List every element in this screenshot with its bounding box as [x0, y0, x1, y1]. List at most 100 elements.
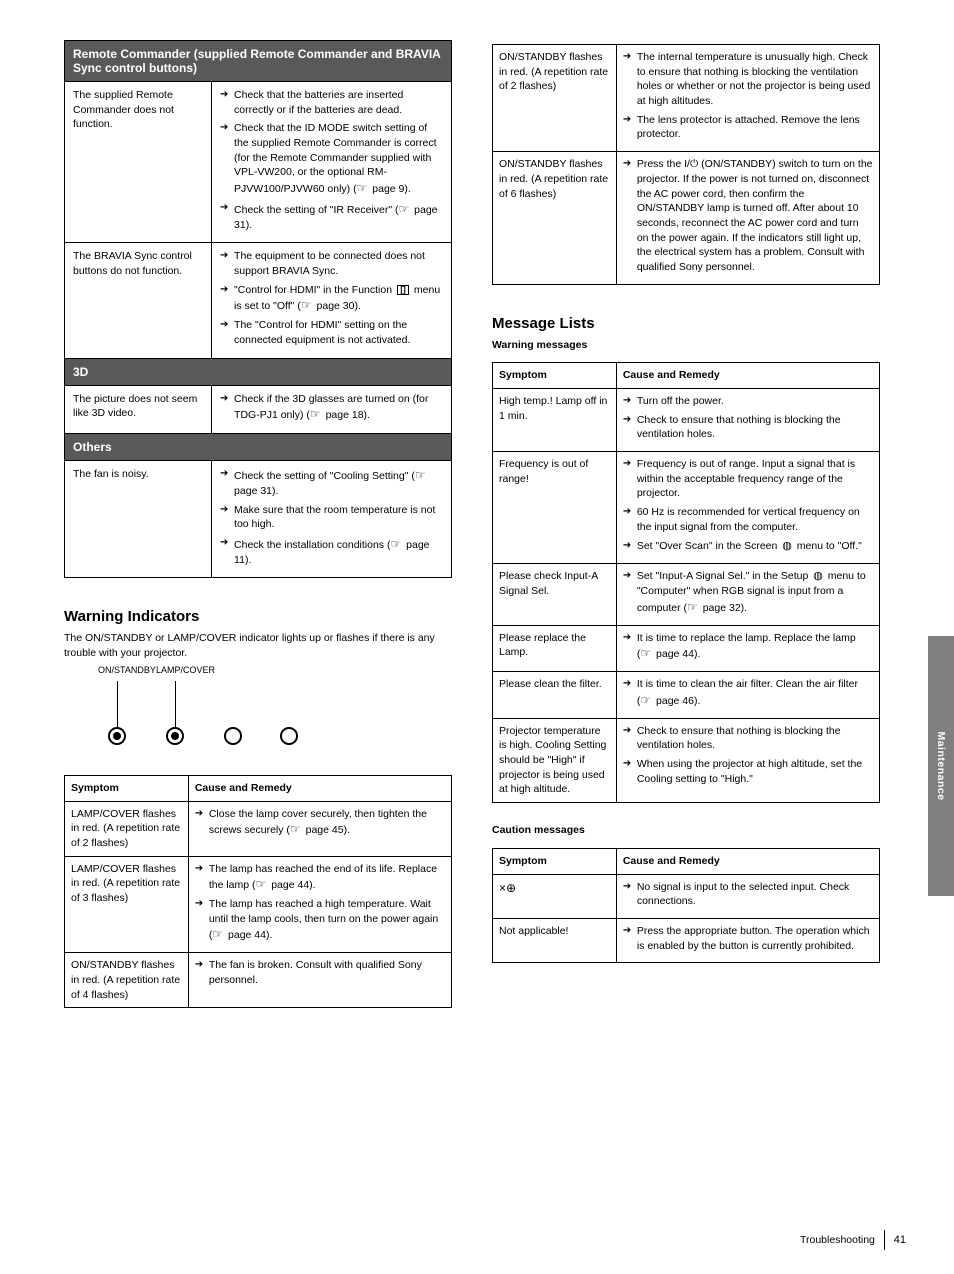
- cause-item: Press the I/⏻ (ON/STANDBY) switch to tur…: [623, 157, 873, 275]
- section-header: Remote Commander (supplied Remote Comman…: [64, 40, 452, 81]
- symptom-cell: The supplied Remote Commander does not f…: [65, 82, 212, 243]
- section-header: 3D: [64, 359, 452, 385]
- indicator-col2: Cause and Remedy: [188, 775, 451, 801]
- symptom-cell: High temp.! Lamp off in 1 min.: [493, 389, 617, 452]
- cause-item: Set "Over Scan" in the Screen menu to "O…: [623, 539, 873, 554]
- caution-col2: Cause and Remedy: [616, 848, 879, 874]
- indicator-lamp: [108, 727, 126, 745]
- indicator-col1: Symptom: [65, 775, 189, 801]
- cause-item: The lamp has reached the end of its life…: [195, 862, 445, 893]
- cause-cell: Frequency is out of range. Input a signa…: [616, 452, 879, 564]
- indicator-lamp: [166, 727, 184, 745]
- cause-item: The lens protector is attached. Remove t…: [623, 113, 873, 142]
- symptom-cell: The BRAVIA Sync control buttons do not f…: [65, 243, 212, 358]
- left-column: Remote Commander (supplied Remote Comman…: [64, 40, 452, 1008]
- caution-col1: Symptom: [493, 848, 617, 874]
- cause-cell: The equipment to be connected does not s…: [212, 243, 452, 358]
- footer-label: Troubleshooting: [800, 1234, 875, 1246]
- cause-cell: The lamp has reached the end of its life…: [188, 856, 451, 953]
- cause-cell: The fan is broken. Consult with qualifie…: [188, 953, 451, 1008]
- indicator-table: Symptom Cause and Remedy LAMP/COVER flas…: [64, 775, 452, 1008]
- cause-cell: Check that the batteries are inserted co…: [212, 82, 452, 243]
- cause-item: Check the setting of "IR Receiver" ( pag…: [220, 201, 443, 232]
- cause-item: It is time to clean the air filter. Clea…: [623, 677, 873, 708]
- callout-line: [117, 681, 118, 727]
- cause-item: Check to ensure that nothing is blocking…: [623, 413, 873, 442]
- cause-item: No signal is input to the selected input…: [623, 880, 873, 909]
- cause-item: Close the lamp cover securely, then tigh…: [195, 807, 445, 838]
- symptom-cell: The fan is noisy.: [65, 461, 212, 578]
- symptom-cell: [493, 874, 617, 918]
- cause-item: The equipment to be connected does not s…: [220, 249, 443, 278]
- cause-item: Check the installation conditions ( page…: [220, 536, 443, 567]
- cause-item: The "Control for HDMI" setting on the co…: [220, 318, 443, 347]
- cause-cell: Press the appropriate button. The operat…: [616, 918, 879, 962]
- cause-item: Frequency is out of range. Input a signa…: [623, 457, 873, 501]
- cause-cell: Check to ensure that nothing is blocking…: [616, 718, 879, 802]
- symptom-cell: Please replace the Lamp.: [493, 625, 617, 671]
- symptom-cell: ON/STANDBY flashes in red. (A repetition…: [493, 45, 617, 152]
- trouble-table-2: The picture does not seem like 3D video.…: [64, 385, 452, 434]
- message-lists-title: Message Lists: [492, 315, 880, 332]
- cause-cell: The internal temperature is unusually hi…: [616, 45, 879, 152]
- lamp-label: ON/STANDBY: [98, 665, 138, 675]
- symptom-cell: ON/STANDBY flashes in red. (A repetition…: [65, 953, 189, 1008]
- symptom-cell: Projector temperature is high. Cooling S…: [493, 718, 617, 802]
- page-root: Maintenance Remote Commander (supplied R…: [0, 0, 954, 1274]
- trouble-table-3: The fan is noisy. Check the setting of "C…: [64, 460, 452, 578]
- cause-item: It is time to replace the lamp. Replace …: [623, 631, 873, 662]
- warning-messages-sub: Warning messages: [492, 338, 880, 353]
- symptom-cell: Not applicable!: [493, 918, 617, 962]
- cause-item: Check the setting of "Cooling Setting" (…: [220, 467, 443, 498]
- footer-sep: [884, 1230, 885, 1250]
- caution-messages-table: Symptom Cause and Remedy No signal is in…: [492, 848, 880, 963]
- cause-item: The lamp has reached a high temperature.…: [195, 897, 445, 943]
- indicators-sub: The ON/STANDBY or LAMP/COVER indicator l…: [64, 631, 452, 660]
- page-footer: Troubleshooting 41: [800, 1230, 906, 1250]
- cause-cell: No signal is input to the selected input…: [616, 874, 879, 918]
- section-header: Others: [64, 434, 452, 460]
- cause-item: Check that the batteries are inserted co…: [220, 88, 443, 117]
- side-tab-label: Maintenance: [935, 731, 947, 800]
- columns: Remote Commander (supplied Remote Comman…: [0, 0, 954, 1008]
- cause-item: Turn off the power.: [623, 394, 873, 409]
- indicators-title: Warning Indicators: [64, 608, 452, 625]
- symptom-cell: ON/STANDBY flashes in red. (A repetition…: [493, 152, 617, 285]
- cause-item: Check if the 3D glasses are turned on (f…: [220, 392, 443, 423]
- lamp-label: LAMP/COVER: [156, 665, 196, 675]
- cause-cell: Check if the 3D glasses are turned on (f…: [212, 385, 452, 433]
- cause-cell: It is time to replace the lamp. Replace …: [616, 625, 879, 671]
- footer-page-number: 41: [894, 1234, 906, 1246]
- symptom-cell: Please check Input-A Signal Sel.: [493, 563, 617, 625]
- msg-col1: Symptom: [493, 363, 617, 389]
- cause-item: The internal temperature is unusually hi…: [623, 50, 873, 109]
- cause-cell: Close the lamp cover securely, then tigh…: [188, 801, 451, 856]
- cause-cell: Turn off the power. Check to ensure that …: [616, 389, 879, 452]
- msg-col2: Cause and Remedy: [616, 363, 879, 389]
- side-tab: Maintenance: [928, 636, 954, 896]
- cause-item: "Control for HDMI" in the Function menu …: [220, 283, 443, 314]
- cause-item: Check that the ID MODE switch setting of…: [220, 121, 443, 197]
- right-column: ON/STANDBY flashes in red. (A repetition…: [492, 40, 880, 1008]
- trouble-table-1: The supplied Remote Commander does not f…: [64, 81, 452, 359]
- warning-messages-table: Symptom Cause and Remedy High temp.! Lam…: [492, 362, 880, 803]
- cause-cell: It is time to clean the air filter. Clea…: [616, 672, 879, 718]
- indicator-table-cont: ON/STANDBY flashes in red. (A repetition…: [492, 44, 880, 285]
- symptom-cell: The picture does not seem like 3D video.: [65, 385, 212, 433]
- indicator-lamp: [280, 727, 298, 745]
- cause-item: When using the projector at high altitud…: [623, 757, 873, 786]
- cause-cell: Set "Input-A Signal Sel." in the Setup m…: [616, 563, 879, 625]
- symptom-cell: LAMP/COVER flashes in red. (A repetition…: [65, 801, 189, 856]
- cause-item: The fan is broken. Consult with qualifie…: [195, 958, 445, 987]
- cause-item: Check to ensure that nothing is blocking…: [623, 724, 873, 753]
- indicator-lamp: [224, 727, 242, 745]
- cause-cell: Press the I/⏻ (ON/STANDBY) switch to tur…: [616, 152, 879, 285]
- caution-messages-sub: Caution messages: [492, 823, 880, 838]
- cause-item: 60 Hz is recommended for vertical freque…: [623, 505, 873, 534]
- cause-cell: Check the setting of "Cooling Setting" (…: [212, 461, 452, 578]
- symptom-cell: Frequency is out of range!: [493, 452, 617, 564]
- cause-item: Set "Input-A Signal Sel." in the Setup m…: [623, 569, 873, 616]
- symptom-cell: Please clean the filter.: [493, 672, 617, 718]
- cause-item: Make sure that the room temperature is n…: [220, 503, 443, 532]
- cause-item: Press the appropriate button. The operat…: [623, 924, 873, 953]
